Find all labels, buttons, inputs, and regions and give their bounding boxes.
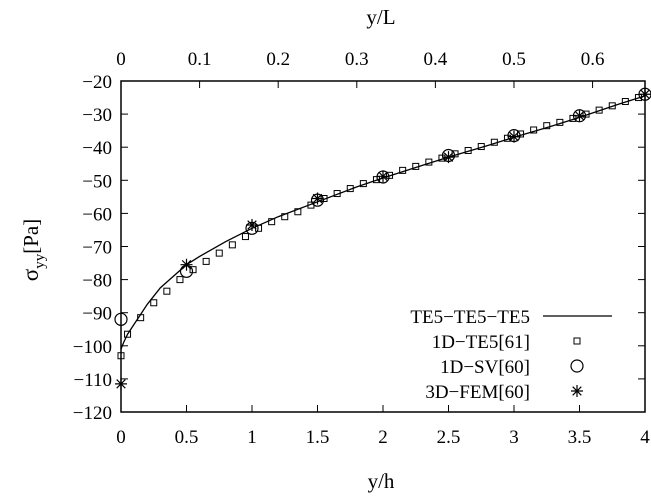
legend-swatch-star (571, 385, 583, 397)
data-point-square (359, 180, 367, 188)
data-point-square (556, 118, 564, 126)
x-tick-label: 0 (116, 427, 126, 448)
series-layer (114, 87, 651, 390)
x-tick-label: 2 (378, 427, 388, 448)
y-tick-label: −30 (82, 105, 112, 126)
y-tick-label: −70 (82, 238, 112, 259)
data-point-square (215, 249, 223, 257)
x-tick-label: 2.5 (437, 427, 461, 448)
x2-tick-label: 0.4 (424, 49, 448, 70)
data-point-square (176, 276, 184, 284)
y-axis-label-main: σ (18, 268, 43, 281)
legend-swatch-circle (570, 359, 584, 373)
data-point-star (377, 170, 389, 183)
y-tick-label: −40 (82, 138, 112, 159)
data-point-square (399, 166, 407, 174)
y-tick-label: −20 (82, 72, 112, 93)
y-tick-label: −90 (82, 304, 112, 325)
legend: TE5−TE5−TE5 1D−TE5[61] 1D−SV[60] 3D−FEM[60] (410, 307, 612, 403)
data-point-star (508, 130, 520, 143)
data-point-star (180, 258, 193, 271)
y-tick-label: −50 (82, 171, 112, 192)
y-axis-label: σyy[Pa] (18, 219, 48, 281)
y-axis-label-unit: [Pa] (19, 219, 43, 254)
data-point-star (246, 218, 258, 231)
data-point-square (294, 208, 302, 216)
data-point-star (442, 151, 455, 164)
data-point-square (189, 266, 197, 274)
data-point-square (582, 110, 590, 118)
data-point-star (639, 88, 651, 101)
data-point-square (464, 147, 472, 155)
plot-frame (120, 80, 646, 413)
data-point-square (150, 299, 158, 307)
x2-axis-label: y/L (366, 5, 395, 29)
x-tick-label: 4 (640, 427, 650, 448)
y-tick-label: −100 (73, 337, 112, 358)
x2-tick-label: 0 (116, 49, 126, 70)
data-point-square (530, 126, 538, 134)
x2-tick-label: 0.5 (502, 49, 526, 70)
data-point-square (517, 130, 525, 138)
data-point-square (412, 162, 420, 170)
y-tick-label: −110 (73, 370, 112, 391)
series-line-te5 (120, 95, 646, 350)
data-point-square (117, 352, 125, 360)
data-point-square (137, 314, 145, 322)
legend-label: TE5−TE5−TE5 (410, 307, 530, 328)
y-axis-label-subscript: yy (32, 253, 48, 269)
x2-tick-label: 0.1 (188, 49, 212, 70)
x-tick-label: 1 (247, 427, 257, 448)
data-point-star (115, 377, 127, 390)
plot-frame-layer (120, 80, 646, 413)
legend-label: 3D−FEM[60] (425, 382, 530, 403)
x-axis-label: y/h (368, 469, 395, 493)
data-point-square (268, 218, 276, 226)
data-point-square (490, 138, 498, 146)
data-point-square (386, 171, 394, 179)
data-point-square (228, 241, 236, 249)
data-point-square (595, 106, 603, 114)
data-point-square (333, 190, 341, 198)
legend-label: 1D−SV[60] (440, 357, 530, 378)
x-tick-label: 1.5 (306, 427, 330, 448)
data-point-square (281, 213, 289, 221)
data-point-square (241, 233, 249, 241)
legend-swatch-square (573, 337, 581, 345)
data-point-square (163, 287, 171, 295)
data-point-square (425, 158, 433, 166)
data-point-square (477, 143, 485, 151)
y-tick-label: −80 (82, 271, 112, 292)
data-point-square (346, 185, 354, 193)
data-point-square (124, 330, 132, 338)
legend-label: 1D−TE5[61] (432, 332, 530, 353)
data-point-square (202, 257, 210, 265)
data-point-square (621, 98, 629, 106)
y-tick-label: −120 (73, 403, 112, 424)
data-point-star (311, 192, 324, 205)
x2-tick-label: 0.6 (581, 49, 605, 70)
data-point-square (608, 102, 616, 110)
x-tick-label: 3.5 (568, 427, 592, 448)
data-point-circle (114, 312, 128, 326)
x2-tick-label: 0.2 (266, 49, 290, 70)
x-tick-label: 3 (509, 427, 519, 448)
x-tick-label: 0.5 (175, 427, 199, 448)
x2-tick-label: 0.3 (345, 49, 369, 70)
data-point-star (573, 109, 586, 122)
data-point-square (543, 122, 551, 130)
y-tick-label: −60 (82, 204, 112, 225)
tick-layer: 0 0.5 1 1.5 2 2.5 3 3.5 4 0 0.1 0.2 0.3 0.4 0.5 0.6 −20 −… (73, 49, 650, 448)
